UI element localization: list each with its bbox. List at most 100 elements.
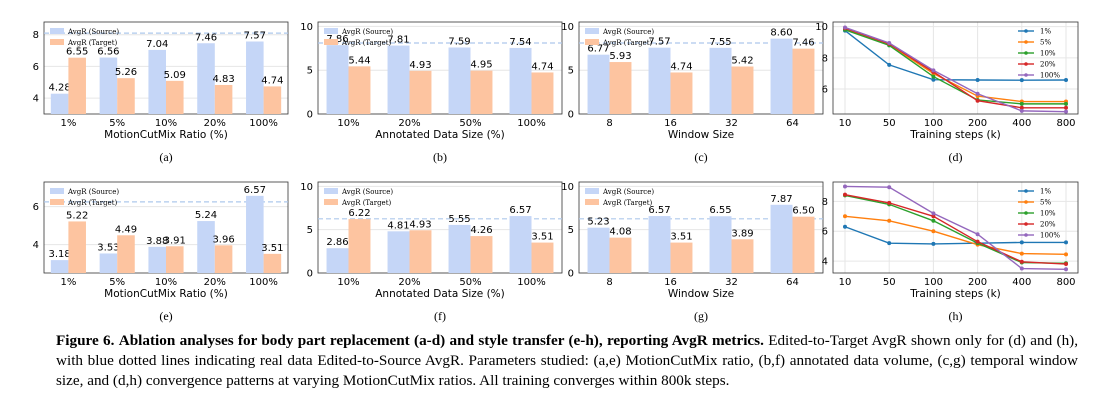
y-tick-label: 8 xyxy=(822,53,828,64)
series-point xyxy=(1019,105,1024,110)
bar-value-label: 7.59 xyxy=(448,36,470,47)
legend-label: 1% xyxy=(1040,28,1051,36)
x-tick-label: 200 xyxy=(968,118,987,129)
y-tick-label: 4 xyxy=(822,257,828,268)
x-tick-label: 1% xyxy=(60,277,76,288)
legend-swatch xyxy=(585,188,599,194)
series-point xyxy=(843,184,847,189)
caption-bold: Ablation analyses for body part replacem… xyxy=(118,332,764,349)
x-tick-label: 10% xyxy=(155,118,177,129)
bar-value-label: 7.04 xyxy=(146,39,168,50)
legend-label: AvgR (Target) xyxy=(602,199,653,207)
series-line xyxy=(844,185,1067,270)
bar-value-label: 7.57 xyxy=(648,37,670,48)
bar-value-label: 3.51 xyxy=(670,232,692,243)
legend: AvgR (Source) AvgR (Target) xyxy=(324,28,393,47)
legend: AvgR (Source) AvgR (Target) xyxy=(50,188,119,207)
bar-source xyxy=(148,246,166,273)
bar-target xyxy=(470,70,493,114)
axes-frame xyxy=(317,21,563,115)
bar-target xyxy=(68,221,86,273)
bar-value-label: 5.22 xyxy=(66,210,88,221)
series-point xyxy=(1019,240,1024,245)
series-point xyxy=(1064,267,1068,272)
x-tick-label: 100% xyxy=(517,277,546,288)
bar-value-label: 4.49 xyxy=(115,224,137,235)
bar-value-label: 6.57 xyxy=(648,205,670,216)
series-point xyxy=(931,214,936,219)
series-point xyxy=(931,211,936,216)
y-tick-label: 0 xyxy=(307,269,313,280)
y-tick-label: 0 xyxy=(307,110,313,121)
legend-swatch xyxy=(585,199,599,205)
x-tick-label: 16 xyxy=(664,277,677,288)
panel-subtitle: (c) xyxy=(694,150,707,164)
series-point xyxy=(843,224,847,229)
bar-source xyxy=(326,45,349,115)
bar-value-label: 3.51 xyxy=(261,243,283,254)
bar-value-label: 6.55 xyxy=(709,205,731,216)
series-point xyxy=(975,78,980,83)
legend-swatch xyxy=(50,28,64,34)
legend-label: AvgR (Source) xyxy=(602,188,654,196)
series-line xyxy=(844,215,1067,256)
legend-label: AvgR (Target) xyxy=(602,39,653,47)
legend: AvgR (Source) AvgR (Target) xyxy=(324,188,393,207)
series-point xyxy=(1064,262,1068,267)
bar-source xyxy=(509,47,532,114)
x-tick-label: 100 xyxy=(924,277,943,288)
bar-value-label: 5.23 xyxy=(587,217,609,228)
series-point xyxy=(975,98,980,103)
bar-target xyxy=(531,242,554,273)
series-point xyxy=(1064,240,1068,245)
bar-value-label: 3.53 xyxy=(97,242,119,253)
y-tick-label: 6 xyxy=(33,202,39,213)
bar-source xyxy=(709,216,732,273)
legend: AvgR (Source) AvgR (Target) xyxy=(585,188,654,207)
x-tick-label: 10 xyxy=(839,277,852,288)
bar-value-label: 6.57 xyxy=(509,205,531,216)
bar-source xyxy=(50,93,69,114)
y-tick-label: 10 xyxy=(300,22,313,33)
legend-label: 10% xyxy=(1040,210,1056,218)
axes-frame xyxy=(317,181,563,274)
legend-marker xyxy=(1024,233,1028,237)
x-tick-label: 100% xyxy=(517,118,546,129)
x-tick-label: 200 xyxy=(968,277,987,288)
series-point xyxy=(887,241,892,246)
legend-label: AvgR (Source) xyxy=(602,28,654,36)
figure-caption: Figure 6. Ablation analyses for body par… xyxy=(56,331,1078,391)
legend-label: AvgR (Source) xyxy=(67,188,119,196)
panel-b: 05107.865.4410%7.814.9320%7.594.9550%7.5… xyxy=(300,21,563,164)
bar-target xyxy=(731,66,754,114)
bar-target xyxy=(68,57,86,114)
y-tick-label: 6 xyxy=(822,227,828,238)
series-line xyxy=(844,193,1067,265)
bar-target xyxy=(609,237,632,273)
x-tick-label: 100% xyxy=(249,118,278,129)
panel-subtitle: (f) xyxy=(434,309,446,323)
series-point xyxy=(1019,266,1024,271)
axes-frame xyxy=(578,21,824,115)
series-point xyxy=(843,192,847,197)
x-tick-label: 50 xyxy=(883,277,896,288)
y-tick-label: 10 xyxy=(300,182,313,193)
bar-value-label: 2.86 xyxy=(326,237,348,248)
bar-source xyxy=(648,47,671,115)
bar-value-label: 8.60 xyxy=(770,28,792,39)
legend-label: 5% xyxy=(1040,199,1051,207)
bar-source xyxy=(197,221,215,273)
bar-source xyxy=(99,57,118,114)
bar-value-label: 7.46 xyxy=(195,32,217,43)
legend-marker xyxy=(1024,222,1028,226)
axes-frame xyxy=(578,181,824,274)
bar-value-label: 6.55 xyxy=(66,47,88,58)
bar-value-label: 7.87 xyxy=(770,194,792,205)
bar-value-label: 4.74 xyxy=(261,75,283,86)
bar-value-label: 3.91 xyxy=(164,235,186,246)
series-point xyxy=(887,200,892,205)
y-tick-label: 6 xyxy=(822,85,828,96)
bar-target xyxy=(214,84,233,114)
panel-c: 0 5 10 6.775.93 8 7.57 4.74 16 7.555.42 32 8.607.4… xyxy=(561,21,824,164)
x-tick-label: 400 xyxy=(1012,118,1031,129)
